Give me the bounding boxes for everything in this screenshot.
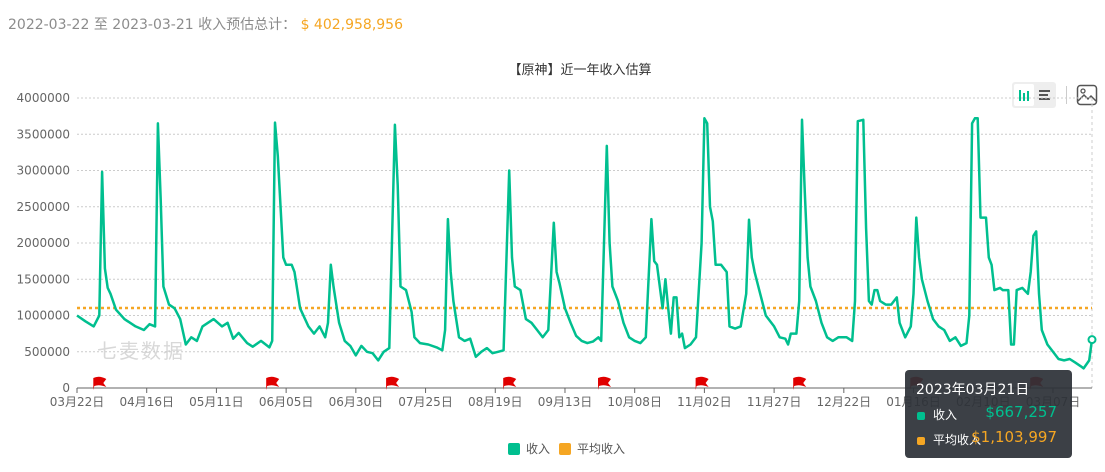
tooltip-row-average: 平均收入 $1,103,997 — [917, 428, 1067, 448]
event-flag-icon — [386, 376, 400, 390]
event-flag-icon — [793, 376, 807, 390]
event-flag-icon — [93, 376, 107, 390]
income-dot-icon — [917, 411, 925, 420]
x-tick-label: 10月08日 — [607, 395, 662, 409]
average-dot-icon — [917, 436, 925, 445]
x-tick-label: 11月02日 — [677, 395, 732, 409]
x-tick-label: 12月22日 — [817, 395, 872, 409]
event-flag-icon — [266, 376, 280, 390]
legend-label: 收入 — [526, 442, 551, 456]
range-end: 2023-03-21 — [112, 17, 194, 33]
tooltip-date: 2023年03月21日 — [916, 382, 1030, 398]
legend-swatch — [508, 443, 520, 455]
toolbar-divider — [1066, 86, 1067, 104]
legend-item-income[interactable]: 收入 — [508, 440, 550, 457]
y-tick-label: 2500000 — [17, 200, 70, 214]
revenue-summary: 2022-03-22 至 2023-03-21 收入预估总计： $ 402,95… — [8, 14, 403, 34]
tooltip-value: $1,103,997 — [971, 428, 1057, 446]
x-tick-label: 06月05日 — [259, 395, 314, 409]
legend-item-average[interactable]: 平均收入 — [559, 440, 625, 457]
tooltip-value: $667,257 — [985, 403, 1057, 421]
event-flag-icon — [598, 376, 612, 390]
x-tick-label: 06月30日 — [329, 395, 384, 409]
y-tick-label: 3000000 — [17, 164, 70, 178]
total-value: $ 402,958,956 — [300, 17, 403, 33]
chart-title: 【原神】近一年收入估算 — [508, 63, 652, 78]
tooltip-row-income: 收入 $667,257 — [917, 403, 1067, 423]
range-start: 2022-03-22 — [8, 17, 90, 33]
y-tick-label: 3500000 — [17, 127, 70, 141]
image-icon[interactable] — [1076, 84, 1098, 106]
list-icon[interactable] — [1036, 84, 1054, 106]
range-sep: 至 — [93, 17, 108, 33]
x-tick-label: 08月19日 — [468, 395, 523, 409]
view-toggle[interactable] — [1012, 82, 1056, 108]
y-tick-label: 1500000 — [17, 272, 70, 286]
tooltip-label: 收入 — [933, 408, 958, 422]
x-tick-label: 09月13日 — [538, 395, 593, 409]
y-tick-label: 1000000 — [17, 309, 70, 323]
income-point-highlight — [1087, 335, 1097, 345]
legend-label: 平均收入 — [577, 442, 626, 456]
total-label: 收入预估总计： — [198, 17, 297, 33]
x-tick-label: 11月27日 — [747, 395, 802, 409]
y-tick-label: 4000000 — [17, 91, 70, 105]
x-tick-label: 07月25日 — [398, 395, 453, 409]
legend-swatch — [559, 443, 571, 455]
y-tick-label: 2000000 — [17, 236, 70, 250]
watermark: 七麦数据 — [97, 339, 185, 363]
x-tick-label: 05月11日 — [189, 395, 244, 409]
y-tick-label: 500000 — [24, 345, 70, 359]
y-tick-label: 0 — [62, 381, 70, 395]
income-line — [76, 117, 1094, 370]
bar-chart-icon[interactable] — [1014, 84, 1034, 106]
chart-tooltip: 2023年03月21日 收入 $667,257 平均收入 $1,103,997 — [905, 370, 1072, 458]
tooltip-label: 平均收入 — [933, 433, 982, 447]
x-tick-label: 03月22日 — [50, 395, 105, 409]
x-tick-label: 04月16日 — [119, 395, 174, 409]
event-flag-icon — [503, 376, 517, 390]
event-flag-icon — [695, 376, 709, 390]
